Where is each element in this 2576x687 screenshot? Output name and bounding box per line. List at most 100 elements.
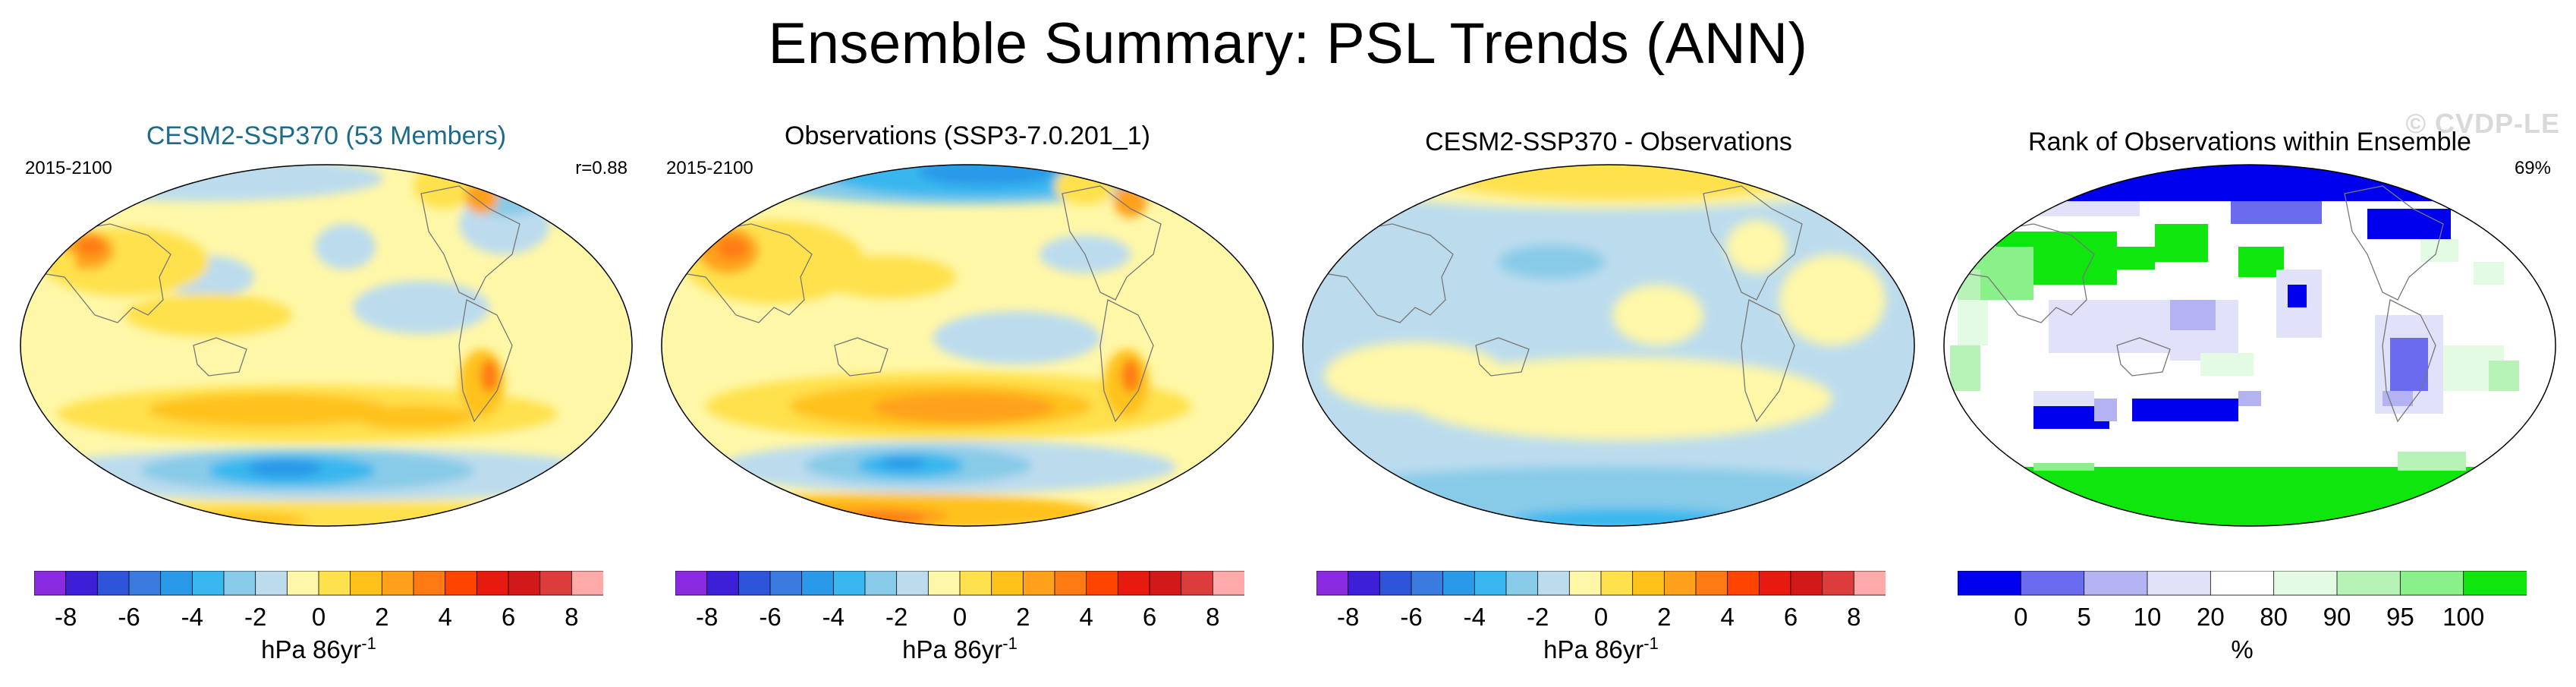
- colorbar-swatch: [255, 571, 288, 596]
- colorbar-swatch: [65, 571, 99, 596]
- panel-title: CESM2-SSP370 (53 Members): [146, 121, 507, 150]
- period-label: 2015-2100: [666, 158, 753, 178]
- colorbar-swatch: [1663, 571, 1697, 596]
- panel-title: Rank of Observations within Ensemble: [2028, 128, 2471, 156]
- colorbar-swatch: [1086, 571, 1119, 596]
- colorbar-swatch: [1022, 571, 1055, 596]
- colorbar-swatch: [1379, 571, 1412, 596]
- colorbar-unit-label: hPa 86yr-1: [1543, 634, 1659, 664]
- colorbar-tick-label: 2: [375, 603, 388, 631]
- colorbar-tick-label: 6: [502, 603, 515, 631]
- colorbar: -8 -6 -4 -2 0 2 4 6 8 hPa 86yr-1: [34, 571, 603, 663]
- panel-title: Observations (SSP3-7.0.201_1): [785, 121, 1150, 150]
- colorbar-unit-label: hPa 86yr-1: [902, 634, 1018, 664]
- colorbar-tick-label: -6: [759, 603, 781, 631]
- colorbar-tick-label: 95: [2386, 603, 2414, 631]
- colorbar-swatch: [675, 571, 708, 596]
- colorbar-swatch: [991, 571, 1024, 596]
- colorbar-tick-label: 4: [1079, 603, 1093, 631]
- colorbar-tick-label: -4: [822, 603, 845, 631]
- colorbar-swatch: [959, 571, 992, 596]
- colorbar-tick-label: 5: [2077, 603, 2090, 631]
- colorbar-swatch: [1411, 571, 1444, 596]
- colorbar-swatch: [508, 571, 541, 596]
- colorbar-swatch: [1853, 571, 1886, 596]
- colorbar-swatch: [1632, 571, 1665, 596]
- psl-difference-map: [1302, 164, 1915, 527]
- colorbar-swatch: [927, 571, 961, 596]
- colorbar-tick-label: 6: [1784, 603, 1798, 631]
- colorbar-tick-label: -2: [885, 603, 907, 631]
- colorbar-swatch: [286, 571, 319, 596]
- colorbar-swatch: [1505, 571, 1539, 596]
- period-label: 2015-2100: [25, 158, 112, 178]
- pattern-correlation-label: r=0.88: [575, 158, 627, 178]
- colorbar-swatch: [1695, 571, 1728, 596]
- colorbar-swatch: [1727, 571, 1760, 596]
- panel-rank: © CVDP-LE Rank of Observations within En…: [1935, 108, 2565, 683]
- colorbar-swatch: [1212, 571, 1244, 596]
- colorbar-swatch: [2147, 571, 2212, 596]
- colorbar-tick-label: 8: [1847, 603, 1860, 631]
- colorbar-swatch: [1442, 571, 1476, 596]
- colorbar-swatch: [2210, 571, 2275, 596]
- colorbar-swatch: [445, 571, 478, 596]
- panel-title: CESM2-SSP370 - Observations: [1425, 128, 1792, 156]
- colorbar-tick-label: 6: [1143, 603, 1156, 631]
- colorbar-tick-label: -4: [181, 603, 203, 631]
- colorbar-swatch: [160, 571, 193, 596]
- panel-ensemble-mean: CESM2-SSP370 (53 Members) 2015-2100 r=0.…: [11, 121, 641, 683]
- panel-difference: CESM2-SSP370 - Observations: [1294, 121, 1923, 683]
- colorbar-swatch: [1822, 571, 1855, 596]
- colorbar-swatch: [350, 571, 383, 596]
- colorbar-swatch: [2273, 571, 2338, 596]
- colorbar-tick-label: -2: [244, 603, 266, 631]
- colorbar-tick-label: -2: [1527, 603, 1549, 631]
- colorbar-swatch: [191, 571, 225, 596]
- colorbar-tick-label: 0: [1594, 603, 1608, 631]
- colorbar-unit-label: %: [2231, 635, 2253, 663]
- figure-title: Ensemble Summary: PSL Trends (ANN): [768, 11, 1808, 76]
- colorbar-swatch: [2336, 571, 2401, 596]
- colorbar-tick-label: -6: [118, 603, 140, 631]
- colorbar-swatch: [96, 571, 130, 596]
- colorbar-tick-label: 8: [565, 603, 578, 631]
- rank-percent-label: 69%: [2514, 158, 2551, 178]
- colorbar-swatch: [413, 571, 446, 596]
- colorbar-tick-label: 4: [1720, 603, 1734, 631]
- colorbar-tick-label: -4: [1464, 603, 1486, 631]
- colorbar-tick-label: 100: [2442, 603, 2484, 631]
- colorbar-swatch: [1117, 571, 1150, 596]
- colorbar-swatch: [1474, 571, 1507, 596]
- watermark: © CVDP-LE: [2405, 108, 2560, 139]
- colorbar-swatch: [1758, 571, 1791, 596]
- colorbar-swatch: [223, 571, 256, 596]
- colorbar-tick-label: 8: [1206, 603, 1219, 631]
- colorbar-swatch: [318, 571, 351, 596]
- colorbar-swatch: [381, 571, 414, 596]
- colorbar-swatch: [1149, 571, 1182, 596]
- colorbar-swatch: [2020, 571, 2085, 596]
- colorbar-tick-label: 80: [2260, 603, 2288, 631]
- colorbar-swatch: [1054, 571, 1087, 596]
- colorbar-tick-label: 0: [2014, 603, 2027, 631]
- colorbar-swatch: [706, 571, 740, 596]
- colorbar-swatch: [1537, 571, 1571, 596]
- colorbar-tick-label: 0: [312, 603, 326, 631]
- colorbar-tick-label: 90: [2323, 603, 2351, 631]
- colorbar-swatch: [1600, 571, 1634, 596]
- colorbar-swatch: [2399, 571, 2464, 596]
- colorbar-swatch: [1316, 571, 1349, 596]
- panel-observations: Observations (SSP3-7.0.201_1) 2015-2100: [653, 121, 1282, 683]
- colorbar-tick-label: 2: [1016, 603, 1030, 631]
- colorbar-tick-label: 20: [2197, 603, 2225, 631]
- psl-trend-map: [20, 164, 633, 527]
- colorbar-swatch: [1568, 571, 1602, 596]
- colorbar-swatch: [864, 571, 898, 596]
- psl-trend-map: [661, 164, 1274, 527]
- colorbar-swatch: [476, 571, 509, 596]
- colorbar-tick-label: 4: [438, 603, 451, 631]
- colorbar-tick-label: -6: [1400, 603, 1422, 631]
- rank-map: [1943, 164, 2556, 527]
- colorbar-tick-label: 10: [2134, 603, 2162, 631]
